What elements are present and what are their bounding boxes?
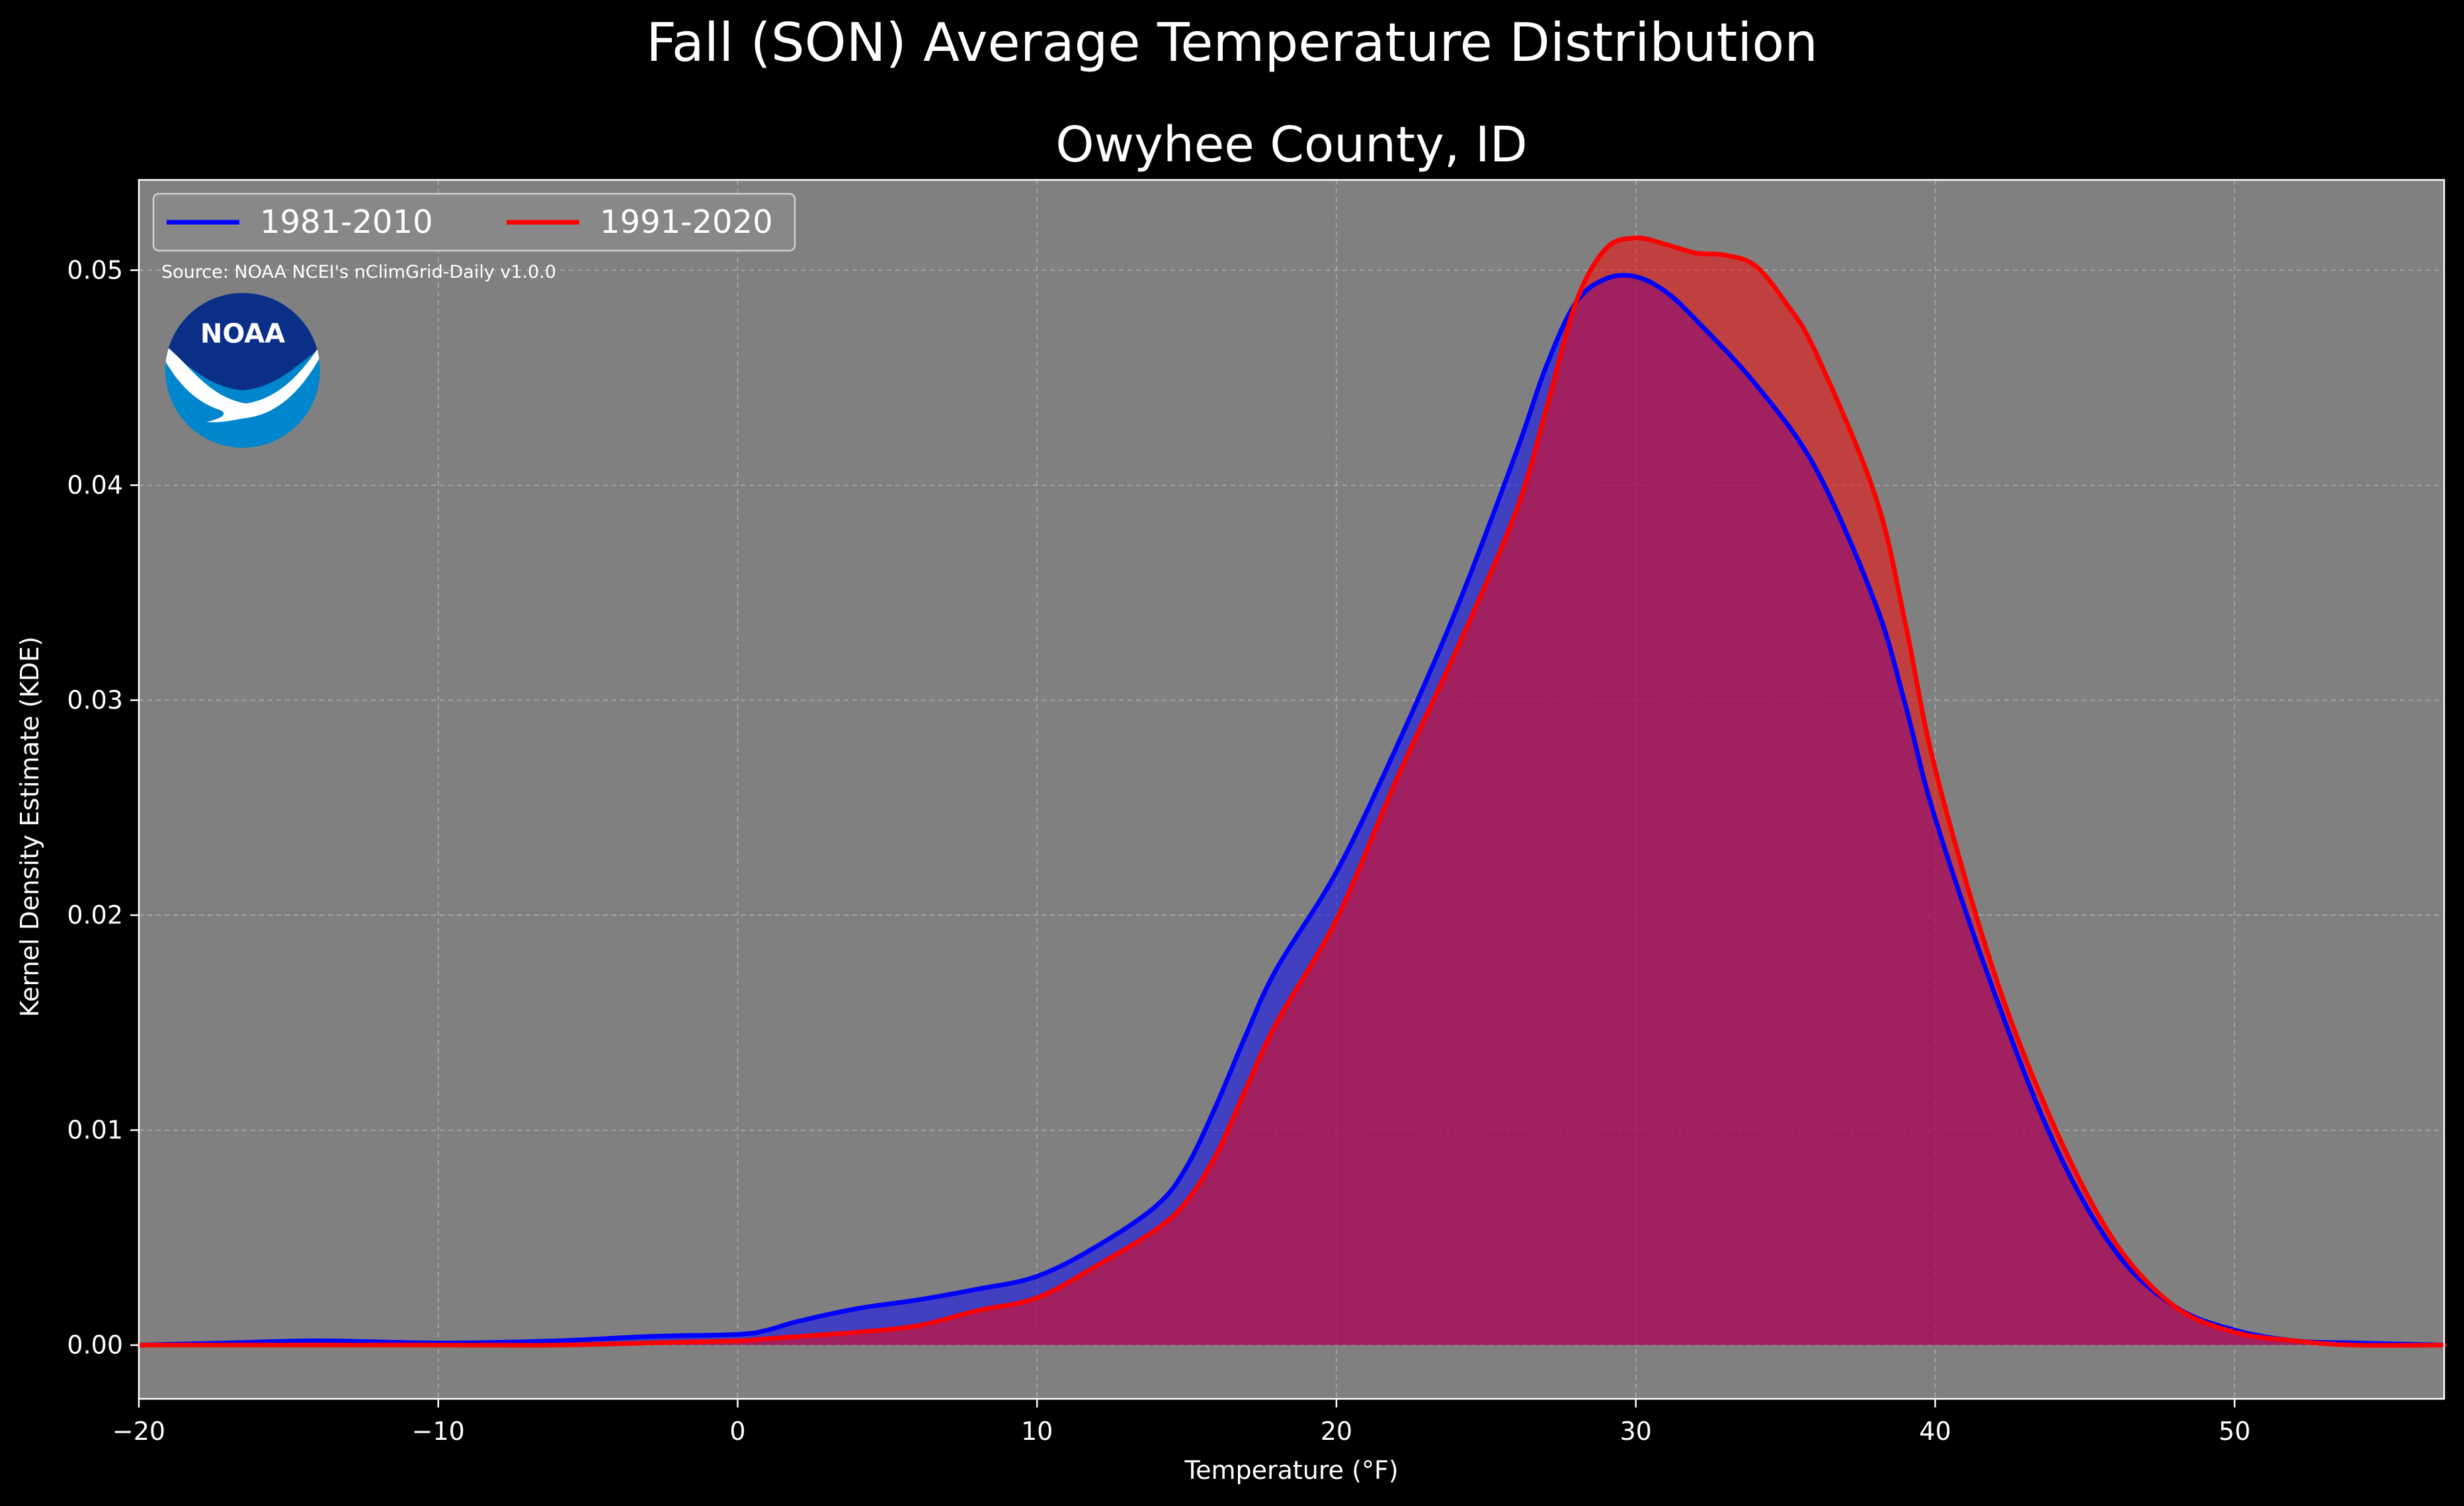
legend-box (152, 192, 796, 252)
y-tick-label: 0.04 (67, 471, 123, 500)
x-tick-label: 30 (1620, 1417, 1651, 1446)
source-note: Source: NOAA NCEI's nClimGrid-Daily v1.0… (161, 262, 556, 282)
x-tick-label: −10 (412, 1417, 465, 1446)
legend: 1981-2010 1991-2020 (152, 192, 796, 252)
y-tick-label: 0.00 (67, 1331, 123, 1360)
noaa-logo: NOAA (165, 293, 320, 448)
x-tick-label: 0 (729, 1417, 745, 1446)
density-lines (136, 235, 2447, 1348)
plot-frame (138, 179, 2445, 1400)
x-tick-label: 40 (1919, 1417, 1951, 1446)
plot-area (136, 179, 2447, 1400)
x-tick-label: 20 (1321, 1417, 1352, 1446)
density-line-1991-2020 (136, 235, 2447, 1348)
density-fills (139, 237, 2444, 1346)
density-line-1981-2010 (136, 272, 2447, 1348)
x-tick-label: 50 (2219, 1417, 2250, 1446)
density-fill-1991-2020 (139, 237, 2444, 1346)
y-tick-label: 0.01 (67, 1116, 123, 1145)
y-axis-ticks: 0.00 0.01 0.02 0.03 0.04 0.05 (67, 256, 139, 1360)
legend-label-1981-2010: 1981-2010 (260, 204, 433, 241)
y-tick-label: 0.02 (67, 901, 123, 930)
x-tick-label: 10 (1021, 1417, 1053, 1446)
figure-suptitle: Fall (SON) Average Temperature Distribut… (646, 12, 1818, 73)
x-axis-label: Temperature (°F) (1184, 1456, 1398, 1485)
y-tick-label: 0.03 (67, 686, 123, 715)
y-tick-label: 0.05 (67, 256, 123, 285)
noaa-logo-text: NOAA (200, 319, 285, 349)
x-tick-label: −20 (112, 1417, 165, 1446)
legend-label-1991-2020: 1991-2020 (600, 204, 773, 241)
x-axis-ticks: −20 −10 0 10 20 30 40 50 (112, 1399, 2250, 1446)
chart-title: Owyhee County, ID (1055, 116, 1527, 173)
y-axis-label: Kernel Density Estimate (KDE) (15, 636, 44, 1017)
